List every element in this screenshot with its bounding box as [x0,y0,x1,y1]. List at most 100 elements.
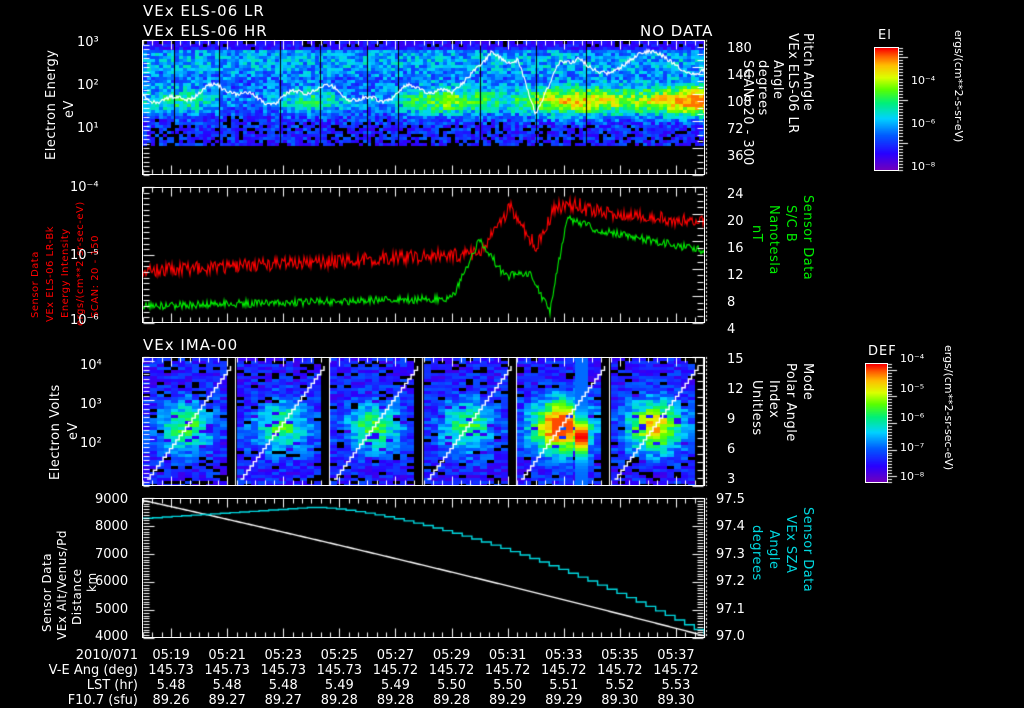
colorbar2-tick-0: 10⁻⁴ [900,352,925,365]
panel4-rtick-2: 97.3 [716,547,745,562]
panel3-rtick-0: 15 [727,352,744,367]
time-table-cell: 89.27 [264,693,302,708]
panel3-rtick-4: 3 [727,472,736,487]
panel4-ytick-5: 4000 [95,629,129,644]
panel4-ytick-1: 8000 [95,519,129,534]
panel4-ytick-0: 9000 [95,492,129,507]
panel2-rtick-3: 12 [727,268,744,283]
panel2-rtick-5: 4 [727,322,736,337]
panel4-llabel-2: Distance [70,568,84,625]
colorbar2-tick-4: 10⁻⁸ [900,470,925,483]
panel1-ytick-1: 10² [77,78,99,93]
panel1-rlabel-3: degrees [755,60,770,116]
panel4-rlabel-2: Angle [766,530,781,570]
time-table-cell: 145.72 [597,663,643,678]
panel2-ytick-2: 10⁻⁶ [70,313,99,328]
time-table-row-label-0: 2010/071 [75,648,138,663]
time-table-cell: 05:31 [488,648,527,663]
panel1-rtick-1: 144 [727,68,752,83]
panel4-rtick-0: 97.5 [716,492,745,507]
time-table-cell: 89.28 [320,693,358,708]
panel1-ytick-2: 10¹ [77,121,99,136]
time-table-row-label-2: LST (hr) [86,678,138,693]
panel1-rlabel-4: SCAN: 20 - 300 [740,60,755,166]
panel2-rlabel-2: Nanotesla [766,205,781,275]
time-table-cell: 145.72 [428,663,475,678]
panel2-ytick-0: 10⁻⁴ [70,180,99,195]
panel4-rlabel-1: VEx SZA [783,515,798,574]
panel4-llabel-0: Sensor Data [40,552,54,632]
panel3-rlabel-3: Unitless [749,380,764,436]
panel1-axis-ticks [120,30,730,185]
panel4-rtick-4: 97.1 [716,602,745,617]
time-table-row-label-3: F10.7 (sfu) [67,693,138,708]
panel2-rlabel-1: S/C B [783,205,798,243]
time-table-cell: 145.72 [653,663,699,678]
time-table-cell: 145.73 [204,663,250,678]
panel1-ylabel-main: Electron Energy [44,49,59,160]
time-table-cell: 05:19 [152,648,190,663]
panel1-title-lr: VEx ELS-06 LR [143,2,265,20]
panel1-ylabel-unit: eV [62,100,77,118]
panel1-rtick-2: 108 [727,95,752,110]
colorbar1-units: ergs/(cm**2-s-sr-eV) [952,30,965,143]
panel3-title: VEx IMA-00 [143,336,239,354]
colorbar1-frame [874,47,899,171]
time-table-cell: 89.26 [152,693,190,708]
time-table-cell: 89.28 [376,693,415,708]
panel4-rtick-3: 97.2 [716,574,745,589]
panel3-rlabel-2: Index [766,380,781,419]
panel3-rtick-2: 9 [727,412,736,427]
colorbar2-tick-2: 10⁻⁶ [900,411,925,424]
panel3-rtick-1: 12 [727,382,744,397]
panel1-rtick-0: 180 [727,41,752,56]
colorbar1-gradient [875,48,898,170]
panel4-rlabel-0: Sensor Data [800,507,815,593]
time-table-cell: 05:37 [657,648,695,663]
time-table-cell: 5.53 [661,678,691,693]
time-table-cell: 89.27 [208,693,246,708]
panel2-ytick-1: 10⁻⁵ [70,248,99,263]
colorbar1-tick-1: 10⁻⁶ [911,117,936,130]
time-table-cell: 89.29 [545,693,583,708]
panel4-llabel-1: VEx Alt/Venus/Pd [55,529,69,640]
time-table-cell: 05:23 [264,648,302,663]
colorbar2-label: DEF [868,344,897,359]
panel1-rlabel-1: VEx ELS-06 LR [785,33,800,134]
panel1-rlabel-0: Pitch Angle [800,33,815,112]
time-table-cell: 05:35 [601,648,639,663]
panel4-ytick-2: 7000 [95,547,129,562]
time-table-cell: 05:25 [320,648,359,663]
panel1-rtick-4: 36 [727,149,744,164]
colorbar2-units: ergs/(cm**2-sr-sec-eV) [942,345,955,471]
time-table-cell: 145.72 [484,663,531,678]
panel2-axis-ticks [120,180,730,332]
colorbar2-ticks [887,359,901,487]
time-table-row-label-1: V-E Ang (deg) [48,663,138,678]
panel3-rtick-3: 6 [727,442,736,457]
time-table-cell: 89.30 [601,693,639,708]
time-table-cell: 05:27 [376,648,415,663]
panel2-rtick-2: 16 [727,241,744,256]
colorbar2-tick-3: 10⁻⁷ [900,441,925,454]
panel1-ytick-0: 10³ [77,35,99,50]
panel3-ytick-2: 10² [80,436,102,451]
panel3-ytick-0: 10⁴ [80,358,102,373]
time-table-cell: 5.49 [324,678,354,693]
colorbar1-label: El [878,28,892,43]
panel1-rlabel-2: Angle [770,60,785,100]
time-table-cell: 145.73 [260,663,307,678]
colorbar1-ticks [898,43,912,175]
panel2-rlabel-0: Sensor Data [800,195,815,281]
panel2-rtick-0: 24 [727,187,744,202]
colorbar2-frame [865,363,888,483]
panel3-ytick-1: 10³ [80,397,102,412]
time-table-cell: 89.30 [657,693,695,708]
colorbar1-tick-2: 10⁻⁸ [911,160,936,173]
panel3-rlabel-1: Polar Angle [783,363,798,442]
time-table-cell: 5.50 [493,678,523,693]
colorbar1-tick-0: 10⁻⁴ [911,74,936,87]
panel2-llabel-1: VEx ELS-06 LR-Bk [45,225,56,322]
time-table-cell: 89.28 [432,693,471,708]
panel4-axis-ticks [120,492,730,647]
